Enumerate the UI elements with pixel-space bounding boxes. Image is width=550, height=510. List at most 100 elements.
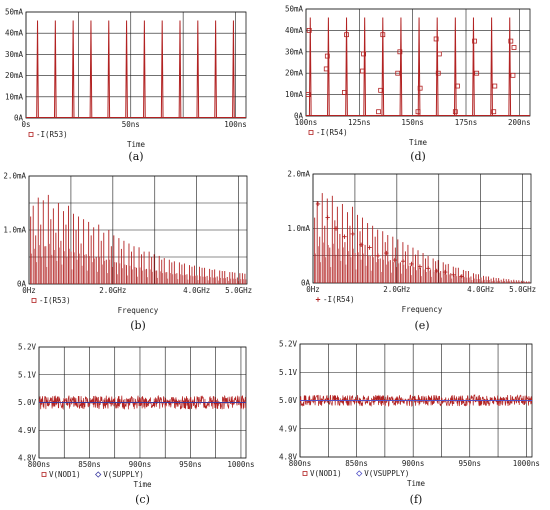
- y-tick-label: 5.0V: [18, 398, 37, 407]
- legend-label: V(NOD1): [310, 469, 342, 478]
- legend-marker: [28, 132, 34, 137]
- legend-label: -I(R53): [36, 130, 68, 139]
- data-marker: [510, 72, 516, 78]
- data-marker: [344, 32, 349, 38]
- data-marker: [491, 109, 497, 115]
- legend-item: -I(R54): [308, 128, 348, 137]
- subfigure-caption: (c): [135, 493, 150, 506]
- pulse-line: [490, 17, 493, 116]
- data-marker: [451, 272, 456, 278]
- chart-b: 0A 1.0mA 2.0mA 0Hz 2.0GHz 4.0GHz 5.0GHz Frequen…: [3, 172, 252, 333]
- plot-area: [300, 394, 532, 407]
- y-tick-label: 0A: [294, 112, 304, 121]
- data-marker: [367, 245, 372, 250]
- data-marker: [434, 268, 439, 274]
- data-marker: [417, 85, 423, 91]
- pulse-line: [381, 17, 385, 116]
- legend-item: V(VSUPPLY): [356, 469, 409, 478]
- x-tick-label: 900ns: [402, 459, 425, 468]
- pulse-line: [508, 17, 512, 116]
- x-tick-label: 125ns: [348, 118, 371, 127]
- pulse-line: [178, 20, 182, 118]
- data-marker: [392, 257, 397, 263]
- y-tick-label: 20mA: [285, 69, 304, 78]
- chart-e: 0A 1.0mA 2.0mA 0Hz 2.0GHz 4.0GHz 5.0GHz Frequen…: [287, 170, 536, 333]
- x-tick-label: 4.0GHz: [467, 285, 494, 294]
- data-marker: [435, 70, 441, 76]
- x-axis-label: Time: [127, 140, 146, 149]
- data-marker: [325, 215, 330, 220]
- x-tick-label: 0Hz: [306, 285, 320, 294]
- y-tick-label: 5.1V: [18, 370, 37, 379]
- chart-d: 0A 10mA 20mA 30mA 40mA 50mA 100ns 125ns 150ns 175…: [285, 5, 531, 164]
- legend-marker: [41, 472, 47, 477]
- pulse-line: [453, 17, 457, 116]
- legend-item: -I(R53): [28, 130, 68, 139]
- subfigure-caption: (f): [410, 493, 423, 506]
- legend-marker: [315, 297, 321, 302]
- legend-label: -I(R53): [39, 296, 71, 305]
- pulse-line: [89, 20, 93, 118]
- pulse-line: [308, 17, 312, 116]
- x-tick-label: 50ns: [122, 120, 140, 129]
- data-marker: [397, 49, 403, 55]
- x-tick-label: 850ns: [78, 460, 101, 469]
- data-marker: [442, 269, 448, 275]
- voltage-trace: [39, 394, 246, 410]
- subfigure-caption: (b): [130, 319, 146, 332]
- x-tick-label: 2.0GHz: [383, 285, 410, 294]
- x-tick-label: 100ns: [224, 120, 247, 129]
- y-tick-label: 10mA: [5, 92, 24, 101]
- plot-area: [314, 193, 531, 283]
- y-tick-label: 1.0mA: [287, 224, 310, 233]
- legend-label: V(VSUPPLY): [364, 469, 409, 478]
- x-tick-label: 175ns: [455, 118, 478, 127]
- pulse-line: [472, 17, 475, 116]
- pulse-line: [143, 20, 146, 118]
- x-tick-label: 4.0GHz: [183, 286, 210, 295]
- y-tick-label: 5.2V: [279, 340, 298, 349]
- pulse-line: [363, 17, 367, 116]
- pulse-line: [327, 17, 330, 116]
- data-marker: [472, 38, 477, 44]
- plot-frame: [25, 11, 247, 119]
- pulse-line: [107, 20, 111, 118]
- data-marker: [508, 38, 514, 44]
- pulse-line: [345, 17, 348, 116]
- subfigure-caption: (e): [414, 319, 429, 332]
- data-marker: [426, 266, 431, 271]
- legend-marker: [308, 130, 314, 135]
- y-tick-label: 5.0V: [279, 396, 298, 405]
- plot-area: [306, 17, 530, 116]
- x-tick-label: 2.0GHz: [99, 286, 126, 295]
- x-tick-label: 0s: [21, 120, 30, 129]
- data-marker: [492, 83, 498, 89]
- y-tick-label: 0A: [17, 280, 27, 289]
- x-tick-label: 950ns: [179, 460, 202, 469]
- y-tick-label: 40mA: [5, 29, 24, 38]
- data-marker: [415, 109, 421, 115]
- legend-item: V(NOD1): [302, 469, 342, 478]
- data-marker: [361, 51, 367, 57]
- data-marker: [323, 66, 329, 72]
- legend-marker: [95, 471, 102, 478]
- legend-marker: [356, 470, 363, 477]
- x-tick-label: 200ns: [508, 118, 531, 127]
- data-marker: [511, 45, 517, 50]
- chart-f: 4.8V 4.9V 5.0V 5.1V 5.2V 800ns 850ns 900ns 950ns…: [279, 340, 540, 507]
- y-tick-label: 50mA: [5, 8, 24, 17]
- x-tick-label: 0Hz: [22, 286, 36, 295]
- y-tick-label: 10mA: [285, 90, 304, 99]
- y-tick-label: 4.8V: [279, 453, 298, 462]
- data-marker: [380, 32, 386, 38]
- legend-item: V(NOD1): [41, 470, 81, 479]
- pulse-line: [36, 20, 39, 118]
- y-tick-label: 0A: [14, 114, 24, 123]
- y-tick-label: 4.9V: [279, 424, 298, 433]
- y-tick-label: 40mA: [285, 26, 304, 35]
- pulse-line: [214, 20, 217, 118]
- y-tick-label: 0A: [301, 279, 311, 288]
- x-tick-label: 1000ns: [513, 459, 540, 468]
- x-tick-label: 800ns: [28, 460, 51, 469]
